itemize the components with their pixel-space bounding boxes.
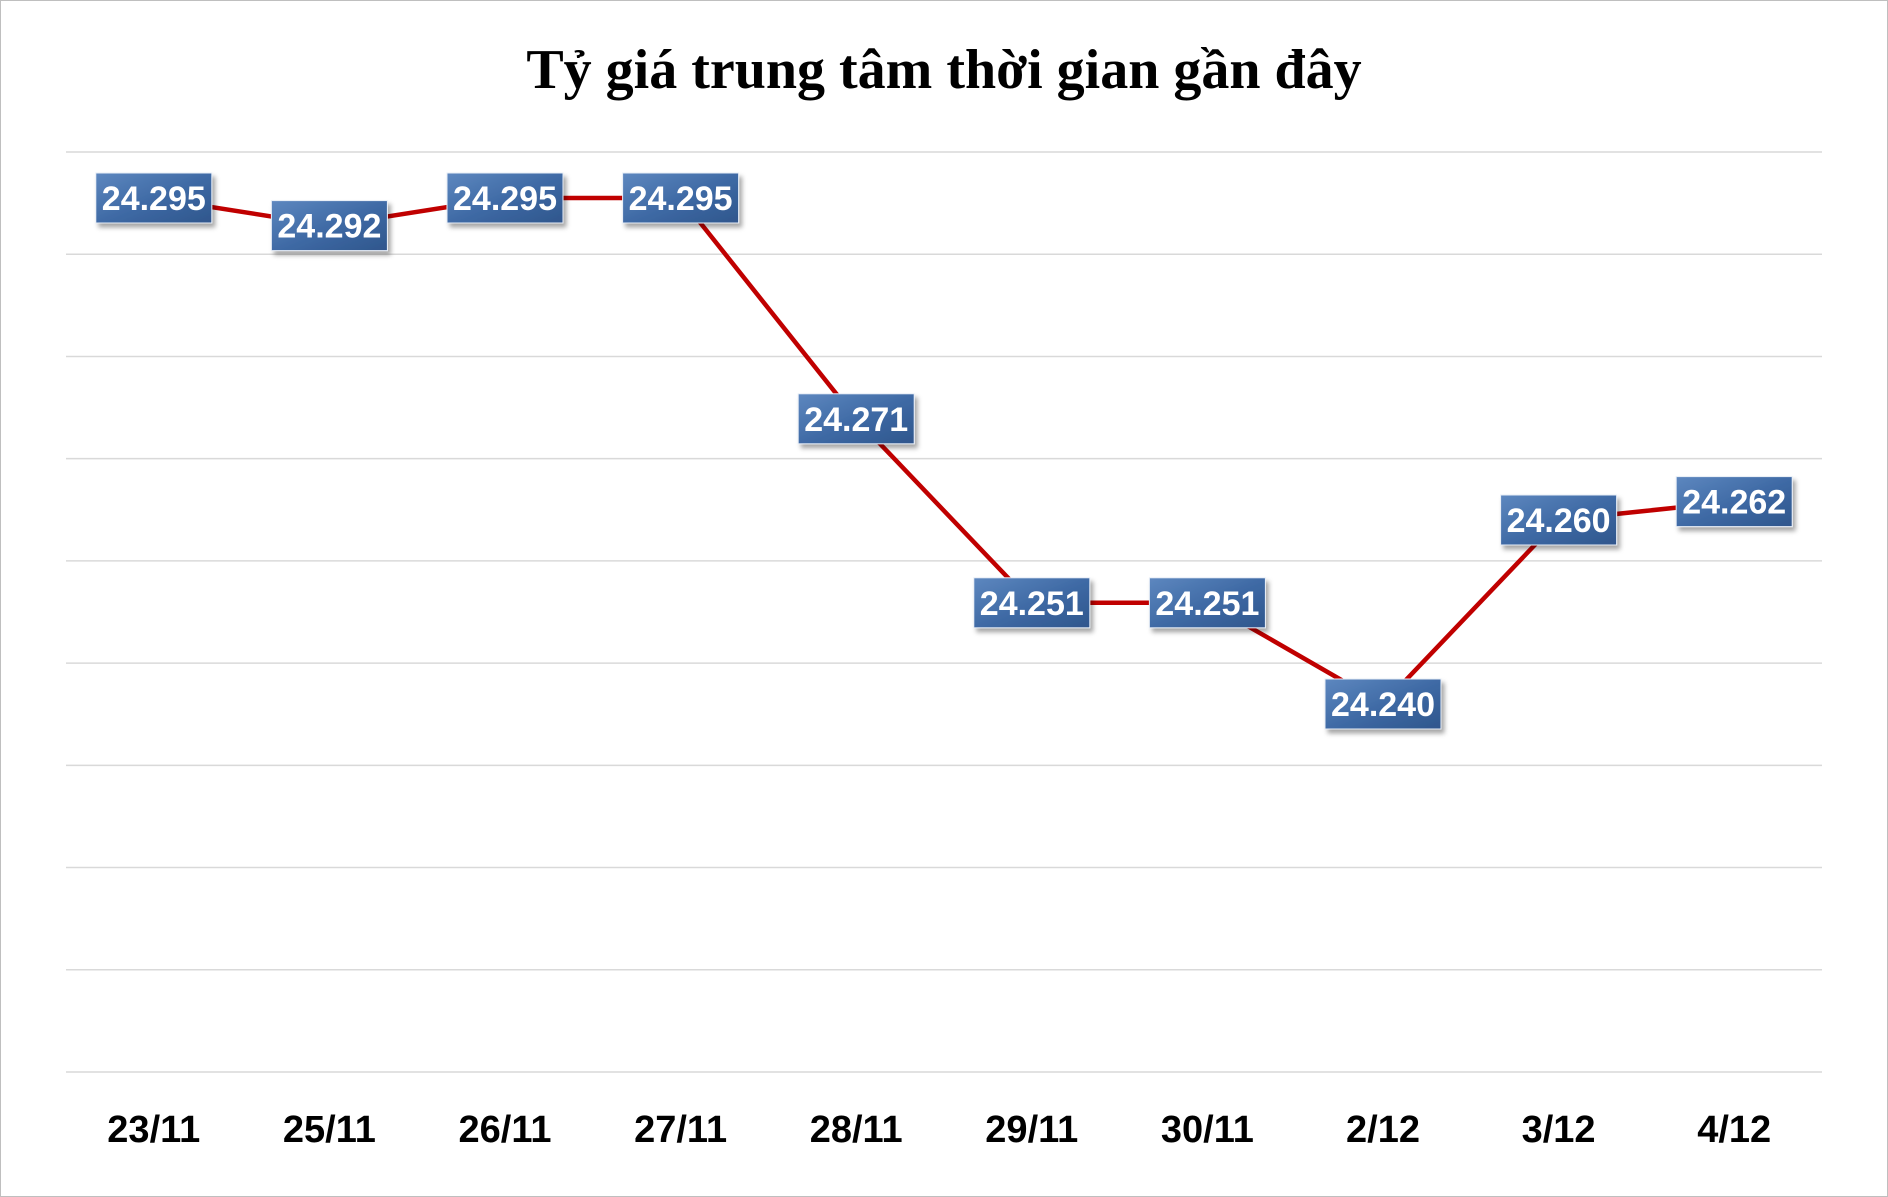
data-label-text: 24.251 [1155, 585, 1259, 623]
data-label: 24.295 [446, 172, 564, 224]
series-line [151, 195, 1737, 707]
data-label-text: 24.295 [453, 180, 557, 218]
x-tick-label: 3/12 [1522, 1109, 1596, 1151]
data-labels: 24.295 24.292 24.295 24.295 24.271 24.251 24.2… [95, 172, 1793, 730]
data-label-box [973, 577, 1091, 629]
x-tick-label: 28/11 [810, 1109, 903, 1151]
data-label-text: 24.251 [980, 585, 1084, 623]
data-label-text: 24.262 [1682, 484, 1786, 522]
data-label: 24.295 [622, 172, 740, 224]
data-label-box [446, 172, 564, 224]
data-label-box [1324, 678, 1442, 730]
data-label: 24.251 [973, 577, 1091, 629]
data-label-text: 24.240 [1331, 686, 1435, 724]
data-label-box [1675, 476, 1793, 528]
data-label-text: 24.295 [629, 180, 733, 218]
x-tick-label: 27/11 [634, 1109, 727, 1151]
chart-title: Tỷ giá trung tâm thời gian gần đây [526, 39, 1362, 101]
series-line-group [151, 195, 1737, 707]
data-label: 24.271 [797, 393, 915, 445]
x-tick-label: 26/11 [459, 1109, 552, 1151]
x-tick-label: 23/11 [107, 1109, 200, 1151]
data-label: 24.251 [1148, 577, 1266, 629]
data-label-box [270, 200, 388, 252]
x-tick-label: 25/11 [283, 1109, 376, 1151]
gridlines [66, 151, 1822, 1073]
data-label-box [1500, 494, 1618, 546]
data-label: 24.262 [1675, 476, 1793, 528]
data-label-text: 24.295 [102, 180, 206, 218]
data-label-box [622, 172, 740, 224]
data-label: 24.292 [270, 200, 388, 252]
data-label-box [1148, 577, 1266, 629]
x-tick-label: 29/11 [985, 1109, 1078, 1151]
x-tick-label: 2/12 [1346, 1109, 1420, 1151]
data-label-text: 24.271 [804, 401, 908, 439]
data-label: 24.240 [1324, 678, 1442, 730]
x-axis-ticks: 23/11 25/11 26/11 27/11 28/11 29/11 30/11 2/12 3… [107, 1109, 1771, 1151]
data-label-text: 24.260 [1507, 502, 1611, 540]
data-label-text: 24.292 [277, 208, 381, 246]
data-label-box [95, 172, 213, 224]
data-label: 24.260 [1500, 494, 1618, 546]
data-label: 24.295 [95, 172, 213, 224]
x-tick-label: 30/11 [1161, 1109, 1254, 1151]
data-label-box [797, 393, 915, 445]
x-tick-label: 4/12 [1697, 1109, 1771, 1151]
